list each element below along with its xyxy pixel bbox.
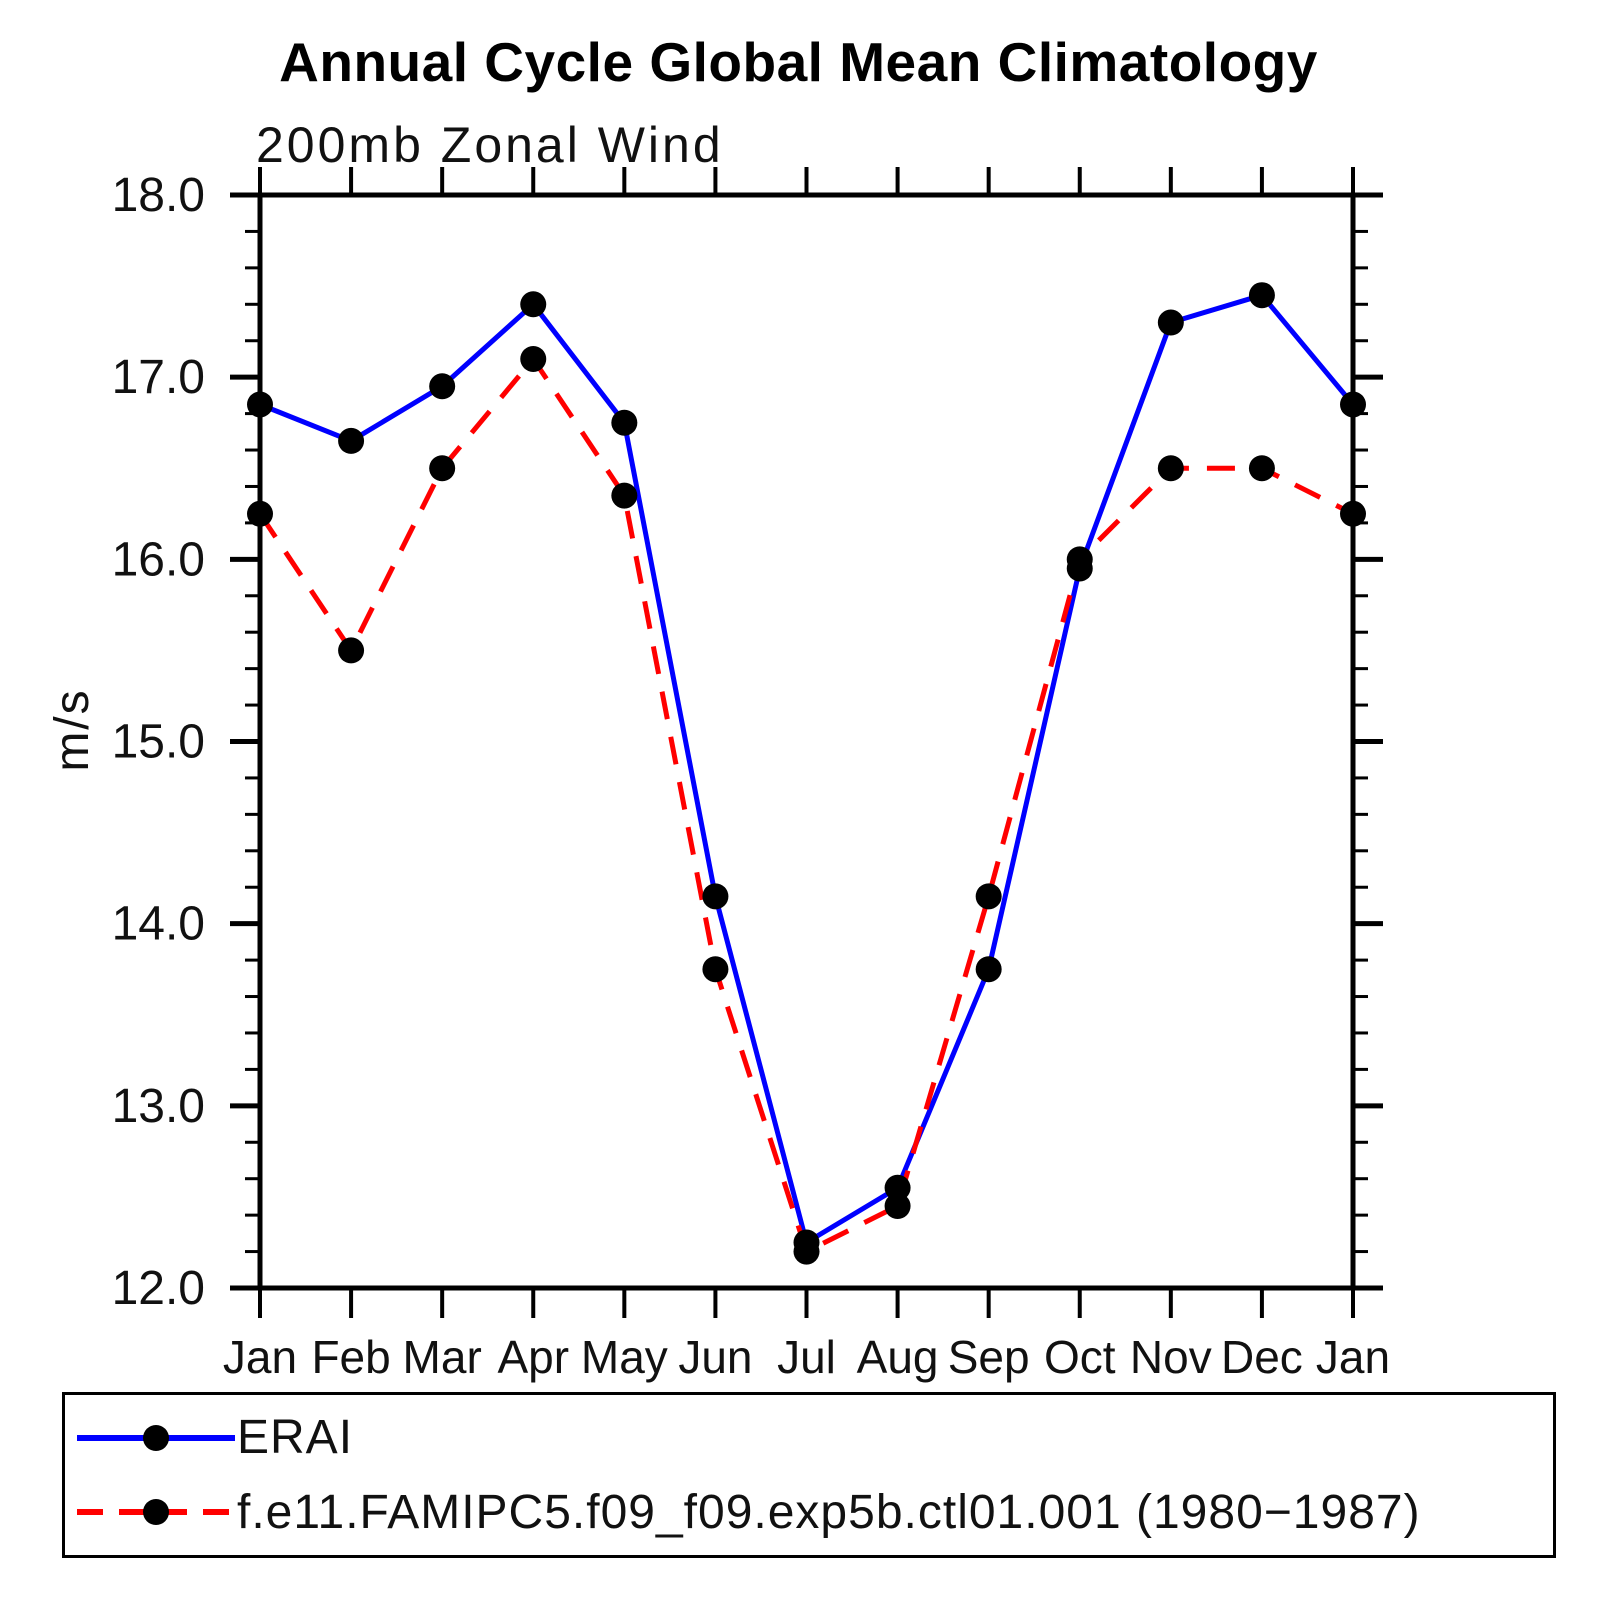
x-tick-label: Jan <box>223 1331 297 1383</box>
y-tick-label: 12.0 <box>112 1262 205 1315</box>
y-tick-label: 14.0 <box>112 898 205 951</box>
x-tick-label: Jun <box>678 1331 752 1383</box>
legend-label-erai: ERAI <box>237 1411 354 1465</box>
x-tick-label: Dec <box>1221 1331 1303 1383</box>
data-point-marker <box>1157 309 1184 336</box>
y-tick-label: 18.0 <box>112 169 205 222</box>
x-tick-label: Oct <box>1044 1331 1116 1383</box>
data-point-marker <box>520 291 547 318</box>
data-point-marker <box>247 391 273 418</box>
model-line-sample-icon <box>77 1499 235 1526</box>
series-line-1 <box>257 356 1355 1255</box>
data-point-marker <box>884 1193 911 1220</box>
data-point-marker <box>884 1174 911 1201</box>
chart-title: Annual Cycle Global Mean Climatology <box>279 31 1318 93</box>
y-tick-label: 16.0 <box>112 533 205 586</box>
y-tick-label: 13.0 <box>112 1080 205 1133</box>
x-tick-label: Mar <box>403 1331 482 1383</box>
x-tick-label: Apr <box>497 1331 569 1383</box>
series-line-0 <box>259 292 1355 1245</box>
data-point-marker <box>520 345 547 372</box>
erai-sample-marker-icon <box>143 1424 169 1451</box>
data-point-marker <box>975 956 1002 983</box>
data-point-marker <box>1157 455 1184 482</box>
legend-label-model: f.e11.FAMIPC5.f09_f09.exp5b.ctl01.001 (1… <box>237 1485 1421 1539</box>
x-tick-label: Jul <box>777 1331 836 1383</box>
chart-subtitle: 200mb Zonal Wind <box>256 117 724 173</box>
data-point-marker <box>1066 546 1093 573</box>
legend-box: ERAI f.e11.FAMIPC5.f09_f09.exp5b.ctl01.0… <box>62 1392 1556 1558</box>
plot-border <box>257 192 1356 1291</box>
x-tick-label: Feb <box>311 1331 390 1383</box>
data-point-marker <box>1340 391 1366 418</box>
y-tick-label: 15.0 <box>112 716 205 769</box>
x-tick-label: Aug <box>857 1331 939 1383</box>
model-sample-marker-icon <box>143 1499 169 1526</box>
data-point-marker <box>338 427 365 454</box>
erai-line-sample-icon <box>77 1424 235 1451</box>
y-tick-label: 17.0 <box>112 351 205 404</box>
x-tick-label: Sep <box>948 1331 1030 1383</box>
data-point-marker <box>702 883 729 910</box>
data-point-marker <box>975 883 1002 910</box>
data-point-marker <box>247 500 273 527</box>
data-point-marker <box>702 956 729 983</box>
x-tick-label: Nov <box>1130 1331 1212 1383</box>
data-point-marker <box>429 455 456 482</box>
data-point-marker <box>611 409 638 436</box>
data-point-marker <box>611 482 638 509</box>
data-point-marker <box>1248 455 1275 482</box>
legend-item-erai: ERAI <box>65 1406 1553 1470</box>
data-point-marker <box>429 373 456 400</box>
data-point-marker <box>1248 282 1275 309</box>
x-tick-label: May <box>581 1331 668 1383</box>
data-point-marker <box>793 1238 820 1265</box>
x-tick-label: Jan <box>1316 1331 1390 1383</box>
legend-item-model: f.e11.FAMIPC5.f09_f09.exp5b.ctl01.001 (1… <box>65 1480 1553 1544</box>
data-point-marker <box>338 637 365 664</box>
data-point-marker <box>1340 500 1366 527</box>
